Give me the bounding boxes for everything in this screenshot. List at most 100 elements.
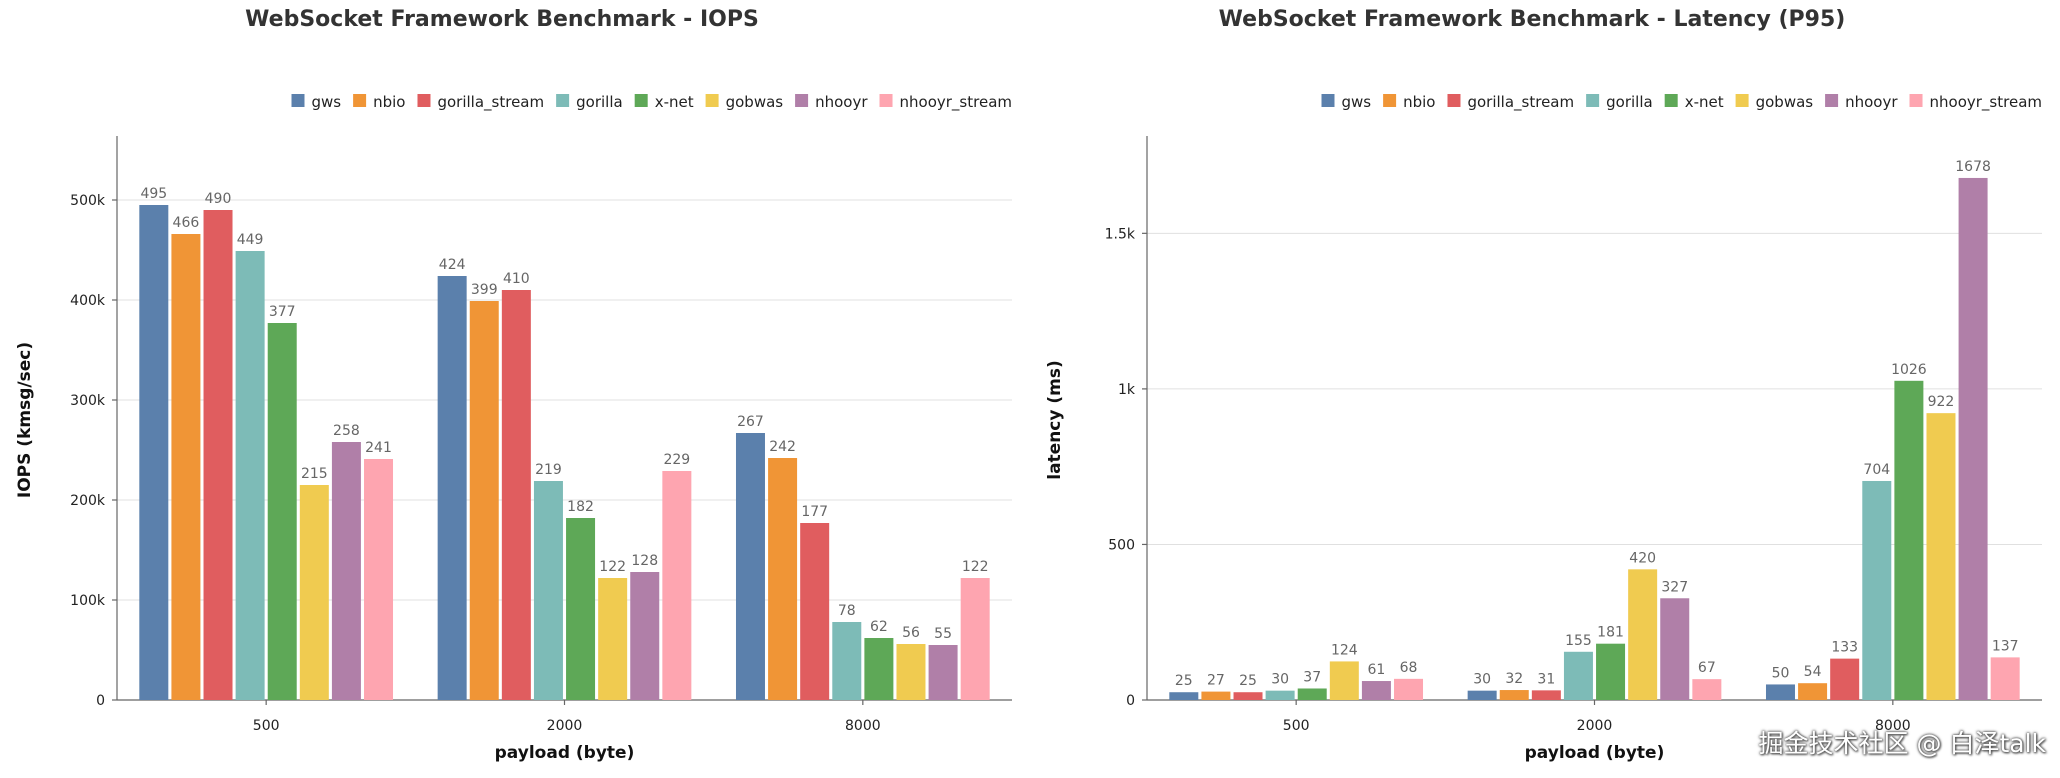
bar-label-x-net-8000: 62: [870, 619, 888, 635]
legend: gws nbio gorilla_stream gorilla x-net gobwas n…: [291, 93, 1012, 112]
legend-swatch: [556, 94, 570, 107]
x-axis-label: payload (byte): [495, 743, 635, 763]
legend-swatch: [1909, 94, 1923, 107]
bar-label-gorilla-8000: 704: [1863, 462, 1890, 478]
bar-gorilla-8000: [1862, 480, 1892, 700]
chart-title: WebSocket Framework Benchmark - IOPS: [245, 7, 759, 32]
bar-label-nhooyr-500: 61: [1368, 662, 1386, 678]
bar-nhooyr-stream-8000: [960, 578, 990, 700]
bar-label-nbio-500: 466: [173, 215, 200, 231]
bar-label-nbio-8000: 242: [769, 439, 796, 455]
bar-nbio-2000: [1499, 690, 1529, 700]
legend-item-nhooyr: nhooyr: [1825, 93, 1898, 111]
bar-nhooyr-500: [331, 442, 361, 700]
bar-gorilla-2000: [533, 481, 563, 700]
legend-swatch: [353, 94, 367, 107]
bar-gobwas-8000: [1926, 413, 1956, 700]
legend-label: gws: [312, 93, 342, 111]
iops-chart: WebSocket Framework Benchmark - IOPS 0 100…: [15, 7, 1012, 763]
legend-label: gobwas: [726, 93, 784, 111]
bar-gorilla-stream-8000: [800, 523, 830, 700]
bar-label-gobwas-8000: 922: [1928, 394, 1955, 410]
bar-label-gorilla-500: 449: [237, 232, 264, 248]
y-tick-label: 100k: [70, 593, 106, 609]
x-tick-label: 2000: [1577, 718, 1613, 734]
bar-gorilla-500: [1265, 690, 1295, 700]
bar-label-nbio-2000: 399: [471, 282, 498, 298]
bar-label-gorilla-500: 30: [1271, 672, 1289, 688]
bar-gorilla-8000: [832, 622, 862, 700]
bar-label-x-net-500: 37: [1303, 669, 1321, 685]
legend-item-nhooyr-stream: nhooyr_stream: [879, 93, 1012, 112]
bar-label-gws-8000: 50: [1772, 665, 1790, 681]
legend-item-gorilla-stream: gorilla_stream: [417, 93, 544, 112]
bar-label-gws-2000: 30: [1473, 672, 1491, 688]
bar-gws-2000: [437, 276, 467, 700]
legend-swatch: [417, 94, 431, 107]
legend-swatch: [1735, 94, 1749, 107]
bar-gws-8000: [735, 433, 765, 700]
legend-swatch: [1383, 94, 1397, 107]
bar-label-gws-500: 495: [140, 186, 167, 202]
legend-label: nhooyr_stream: [1930, 93, 2042, 112]
bar-label-nbio-2000: 32: [1505, 671, 1523, 687]
bar-x-net-8000: [1894, 380, 1924, 700]
bar-nhooyr-500: [1361, 681, 1391, 700]
x-tick-label: 8000: [845, 718, 881, 734]
bar-gws-2000: [1467, 690, 1497, 700]
bar-nhooyr-8000: [928, 645, 958, 700]
y-tick-label: 1.5k: [1105, 226, 1136, 242]
bar-label-nhooyr-stream-8000: 122: [962, 559, 989, 575]
bar-label-nhooyr-stream-8000: 137: [1992, 638, 2019, 654]
bar-label-x-net-2000: 182: [567, 499, 594, 515]
bar-gobwas-2000: [1628, 569, 1658, 700]
y-tick-label: 200k: [70, 493, 106, 509]
bar-label-nhooyr-stream-500: 68: [1400, 660, 1418, 676]
x-tick-label: 8000: [1875, 718, 1911, 734]
bar-gorilla-stream-2000: [501, 290, 531, 700]
y-tick-label: 0: [1126, 693, 1135, 709]
bar-nbio-500: [171, 234, 201, 700]
bar-label-nhooyr-2000: 327: [1661, 579, 1688, 595]
y-tick-label: 500k: [70, 193, 106, 209]
bar-label-nbio-500: 27: [1207, 673, 1225, 689]
legend-label: nhooyr: [815, 93, 868, 111]
legend-label: x-net: [1685, 93, 1724, 111]
bar-label-gws-500: 25: [1175, 673, 1193, 689]
legend-item-nhooyr: nhooyr: [795, 93, 868, 111]
legend-item-gobwas: gobwas: [1735, 93, 1813, 111]
bar-label-gorilla-stream-500: 490: [205, 191, 232, 207]
legend-swatch: [1664, 94, 1678, 107]
bar-label-gws-2000: 424: [439, 257, 466, 273]
bar-gorilla-stream-500: [203, 210, 233, 700]
bar-label-gorilla-stream-8000: 177: [801, 504, 828, 520]
y-tick-label: 0: [96, 693, 105, 709]
bar-gobwas-500: [299, 485, 329, 700]
bar-label-nbio-8000: 54: [1804, 664, 1822, 680]
bar-nhooyr-2000: [1660, 598, 1690, 700]
bar-x-net-500: [267, 323, 297, 700]
bar-label-x-net-500: 377: [269, 304, 296, 320]
bar-gobwas-2000: [598, 578, 628, 700]
legend-item-nbio: nbio: [353, 93, 405, 111]
bar-label-x-net-2000: 181: [1597, 625, 1624, 641]
legend-item-x-net: x-net: [634, 93, 694, 111]
legend-swatch: [1586, 94, 1600, 107]
legend-item-gws: gws: [1321, 93, 1371, 111]
x-axis-label: payload (byte): [1525, 743, 1665, 763]
bar-nbio-8000: [768, 458, 798, 700]
bar-gobwas-500: [1329, 661, 1359, 700]
legend-item-gorilla: gorilla: [1586, 93, 1653, 111]
legend-swatch: [1321, 94, 1335, 107]
y-tick-label: 500: [1108, 537, 1135, 553]
bar-gobwas-8000: [896, 644, 926, 700]
bar-gorilla-2000: [1563, 651, 1593, 700]
bar-label-gorilla-8000: 78: [838, 603, 856, 619]
bar-gws-500: [1169, 692, 1199, 700]
y-tick-label: 1k: [1118, 382, 1136, 398]
legend: gws nbio gorilla_stream gorilla x-net gobwas n…: [1321, 93, 2042, 112]
legend-swatch: [634, 94, 648, 107]
bar-label-gorilla-stream-500: 25: [1239, 673, 1257, 689]
legend-label: gorilla_stream: [1467, 93, 1574, 112]
watermark: 掘金技术社区 @ 白泽talk: [1758, 729, 2046, 758]
